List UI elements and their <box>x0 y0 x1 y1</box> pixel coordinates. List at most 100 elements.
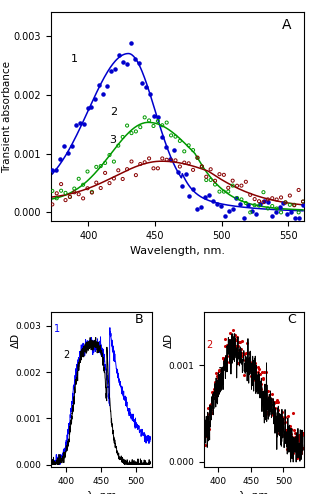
Text: 1: 1 <box>54 324 60 333</box>
Point <box>229 340 234 348</box>
Point <box>218 376 223 384</box>
Point <box>226 188 231 196</box>
Point <box>227 358 232 366</box>
Point <box>152 112 157 120</box>
Point <box>73 121 78 128</box>
Point <box>299 431 304 439</box>
Point <box>230 339 235 347</box>
Point <box>215 385 220 393</box>
Point <box>252 195 257 203</box>
Point <box>136 59 141 67</box>
Point <box>265 205 270 212</box>
Point <box>255 374 260 382</box>
Point <box>256 202 261 209</box>
Point <box>120 175 125 183</box>
Point <box>214 200 219 208</box>
Point <box>186 141 191 149</box>
Point <box>103 159 108 167</box>
Point <box>77 119 82 127</box>
Point <box>252 376 257 384</box>
Point <box>213 394 218 402</box>
Point <box>251 365 256 372</box>
Point <box>208 165 213 173</box>
Point <box>199 203 204 211</box>
Point <box>279 412 284 420</box>
Point <box>269 390 274 398</box>
Point <box>271 411 276 419</box>
Point <box>261 197 266 205</box>
Point <box>206 410 211 418</box>
Point <box>285 445 290 453</box>
Point <box>267 393 272 401</box>
Point <box>225 347 230 355</box>
Point <box>269 212 274 220</box>
Point <box>256 368 261 376</box>
Point <box>301 201 306 208</box>
Point <box>270 411 275 418</box>
Point <box>59 180 64 188</box>
Point <box>276 429 281 437</box>
Point <box>257 200 262 208</box>
Point <box>230 182 235 190</box>
Point <box>124 60 129 68</box>
Point <box>281 199 286 206</box>
Y-axis label: ΔD: ΔD <box>164 332 174 347</box>
Point <box>285 210 290 218</box>
Point <box>266 411 271 418</box>
Point <box>132 55 137 63</box>
Point <box>223 352 228 360</box>
Point <box>291 449 296 457</box>
Point <box>112 174 116 182</box>
Point <box>144 83 149 91</box>
Point <box>216 386 221 394</box>
Point <box>243 360 248 368</box>
Point <box>182 147 187 155</box>
Point <box>284 426 289 434</box>
Point <box>167 156 172 164</box>
Point <box>211 394 216 402</box>
Point <box>281 431 286 439</box>
Point <box>277 423 282 431</box>
Point <box>278 427 283 435</box>
Point <box>228 339 233 347</box>
Point <box>89 188 94 196</box>
Point <box>81 181 86 189</box>
Point <box>133 127 138 135</box>
Point <box>224 352 229 360</box>
Point <box>260 391 265 399</box>
Point <box>278 411 283 419</box>
Point <box>238 349 243 357</box>
Point <box>254 382 259 390</box>
Point <box>249 358 254 366</box>
Point <box>202 424 207 432</box>
Point <box>296 208 301 216</box>
Point <box>235 333 239 341</box>
Point <box>204 173 209 181</box>
Point <box>107 151 112 159</box>
Point <box>261 369 266 376</box>
Point <box>195 206 200 213</box>
Point <box>183 170 188 178</box>
Point <box>264 404 269 412</box>
Point <box>300 430 305 438</box>
Point <box>226 207 231 215</box>
Point <box>59 187 64 195</box>
Point <box>239 196 244 204</box>
Point <box>297 437 302 445</box>
Point <box>169 157 174 165</box>
Point <box>103 169 108 177</box>
Point <box>85 184 90 192</box>
Point <box>203 194 208 202</box>
Point <box>273 208 278 216</box>
Point <box>160 122 165 129</box>
Point <box>222 359 227 367</box>
Point <box>209 400 214 408</box>
Point <box>282 431 287 439</box>
Point <box>283 198 288 206</box>
Point <box>219 364 224 372</box>
Point <box>212 385 217 393</box>
Point <box>89 189 94 197</box>
Point <box>85 167 90 175</box>
Point <box>146 155 151 163</box>
Point <box>241 371 246 379</box>
